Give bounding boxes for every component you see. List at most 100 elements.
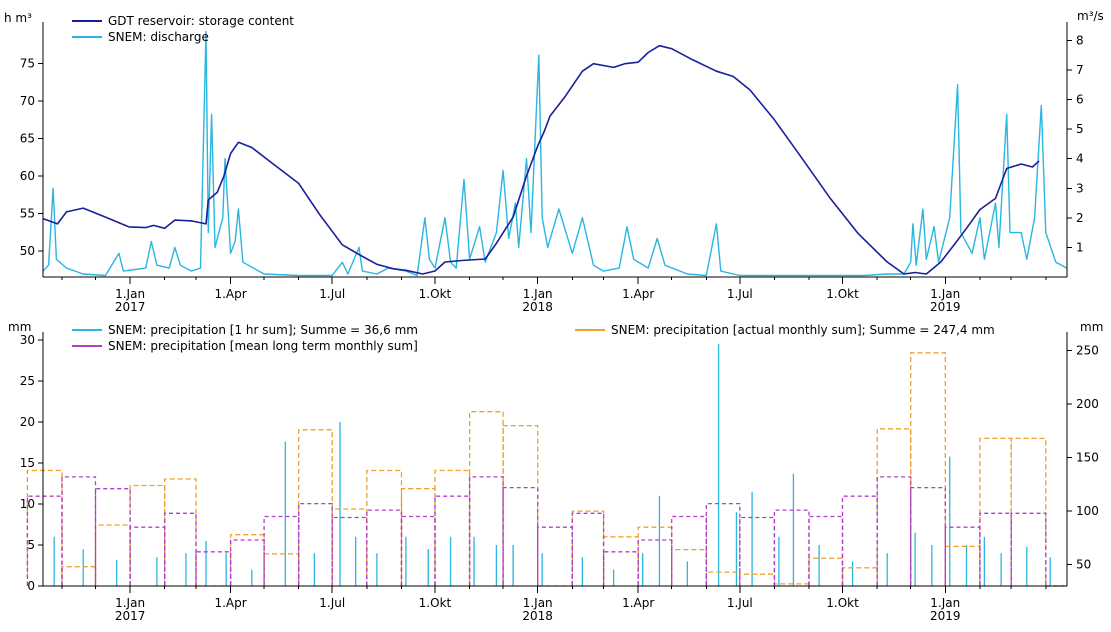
- bottom-x-year-label: 2017: [115, 609, 146, 623]
- precip-actual-month-bar: [502, 424, 539, 586]
- bottom-left-tick-label: 5: [27, 538, 35, 552]
- top-right-tick-label: 6: [1076, 93, 1084, 107]
- precip-actual-month-bar: [705, 571, 741, 586]
- precip-actual-month-bar: [331, 508, 368, 586]
- precip-actual-month-bar: [1010, 437, 1047, 586]
- bottom-right-tick-label: 250: [1076, 344, 1099, 358]
- bottom-x-year-label: 2018: [522, 609, 553, 623]
- top-left-tick-label: 50: [20, 244, 35, 258]
- bottom-right-axis-unit: mm: [1080, 320, 1103, 334]
- top-left-tick-label: 75: [20, 57, 35, 71]
- precip-actual-month-bar: [876, 428, 912, 586]
- top-plot-area: [42, 30, 1068, 277]
- bottom-plot-area: [26, 344, 1067, 587]
- precip-mean-month-bar: [602, 551, 639, 586]
- precip-mean-month-bar: [298, 502, 333, 586]
- top-right-tick-label: 3: [1076, 181, 1084, 195]
- precip-mean-month-bar: [739, 516, 776, 586]
- precip-mean-month-bar: [705, 502, 741, 586]
- precip-actual-month-bar: [298, 429, 333, 586]
- legend-label-precip-mean: SNEM: precipitation [mean long term mont…: [108, 339, 418, 353]
- bottom-legend: SNEM: precipitation [1 hr sum]; Summe = …: [72, 323, 995, 353]
- bottom-chart: 051015202530501001502002501.Jan20171.Apr…: [8, 320, 1103, 623]
- legend-label-discharge: SNEM: discharge: [108, 30, 209, 44]
- top-x-tick-label: 1.Jul: [727, 287, 753, 301]
- precip-actual-month-bar: [164, 478, 197, 586]
- precip-mean-month-bar: [468, 476, 504, 586]
- bottom-left-tick-label: 30: [20, 333, 35, 347]
- top-right-tick-label: 4: [1076, 152, 1084, 166]
- precip-actual-month-bar: [602, 536, 639, 586]
- precip-mean-month-bar: [331, 516, 368, 586]
- top-left-tick-label: 55: [20, 206, 35, 220]
- precip-mean-month-bar: [944, 526, 981, 586]
- top-x-year-label: 2018: [522, 300, 553, 314]
- precip-actual-month-bar: [571, 510, 605, 586]
- bottom-x-tick-label: 1.Jul: [727, 596, 753, 610]
- precip-mean-month-bar: [671, 515, 707, 586]
- bottom-left-tick-label: 0: [27, 579, 35, 593]
- precip-actual-month-bar: [841, 567, 878, 586]
- bottom-left-tick-label: 20: [20, 415, 35, 429]
- top-x-year-label: 2019: [930, 300, 961, 314]
- precip-mean-month-bar: [164, 512, 197, 586]
- precip-actual-month-bar: [808, 557, 844, 586]
- bottom-x-tick-label: 1.Jan: [523, 596, 553, 610]
- bottom-right-tick-label: 150: [1076, 451, 1099, 465]
- top-x-tick-label: 1.Okt: [826, 287, 859, 301]
- precip-mean-month-bar: [129, 526, 166, 586]
- precip-mean-month-bar: [502, 486, 539, 586]
- top-left-axis-unit: h m³: [4, 11, 32, 25]
- precip-actual-month-bar: [61, 566, 97, 586]
- bottom-x-tick-label: 1.Apr: [214, 596, 246, 610]
- top-x-tick-label: 1.Okt: [419, 287, 452, 301]
- series-line-storage: [42, 44, 1040, 275]
- bottom-left-tick-label: 10: [20, 497, 35, 511]
- top-right-tick-label: 8: [1076, 33, 1084, 47]
- top-x-year-label: 2017: [115, 300, 146, 314]
- top-x-tick-label: 1.Jan: [523, 287, 553, 301]
- legend-label-precip-hourly: SNEM: precipitation [1 hr sum]; Summe = …: [108, 323, 418, 337]
- top-x-tick-label: 1.Jul: [319, 287, 345, 301]
- precip-actual-month-bar: [26, 469, 63, 586]
- precip-mean-month-bar: [537, 526, 573, 586]
- precip-mean-month-bar: [229, 539, 265, 586]
- bottom-left-tick-label: 15: [20, 456, 35, 470]
- bottom-x-tick-label: 1.Jan: [115, 596, 145, 610]
- bottom-x-tick-label: 1.Okt: [419, 596, 452, 610]
- precip-mean-month-bar: [773, 509, 810, 586]
- bottom-x-tick-label: 1.Apr: [622, 596, 654, 610]
- precip-actual-month-bar: [366, 469, 403, 586]
- precip-actual-month-bar: [739, 573, 776, 586]
- top-x-tick-label: 1.Jan: [115, 287, 145, 301]
- bottom-x-tick-label: 1.Jan: [930, 596, 960, 610]
- series-line-discharge: [42, 30, 1068, 277]
- top-right-tick-label: 2: [1076, 211, 1084, 225]
- precip-mean-month-bar: [263, 515, 300, 586]
- top-x-tick-label: 1.Apr: [214, 287, 246, 301]
- legend-label-precip-actual: SNEM: precipitation [actual monthly sum]…: [611, 323, 995, 337]
- bottom-right-tick-label: 50: [1076, 558, 1091, 572]
- top-legend: GDT reservoir: storage content SNEM: dis…: [72, 14, 294, 44]
- legend-label-storage: GDT reservoir: storage content: [108, 14, 294, 28]
- bottom-x-tick-label: 1.Okt: [826, 596, 859, 610]
- precip-mean-month-bar: [61, 476, 97, 586]
- precip-actual-month-bar: [944, 545, 981, 586]
- top-right-tick-label: 7: [1076, 63, 1084, 77]
- bottom-right-tick-label: 200: [1076, 397, 1099, 411]
- precip-mean-month-bar: [808, 515, 844, 586]
- precip-mean-month-bar: [434, 495, 471, 586]
- precip-mean-month-bar: [876, 476, 912, 586]
- precip-actual-month-bar: [129, 484, 166, 586]
- top-right-tick-label: 5: [1076, 122, 1084, 136]
- precip-mean-month-bar: [571, 512, 605, 586]
- precip-mean-month-bar: [910, 486, 946, 586]
- bottom-left-axis-unit: mm: [8, 320, 31, 334]
- precip-mean-month-bar: [841, 495, 878, 586]
- top-x-tick-label: 1.Jan: [930, 287, 960, 301]
- top-left-tick-label: 70: [20, 94, 35, 108]
- bottom-right-tick-label: 100: [1076, 504, 1099, 518]
